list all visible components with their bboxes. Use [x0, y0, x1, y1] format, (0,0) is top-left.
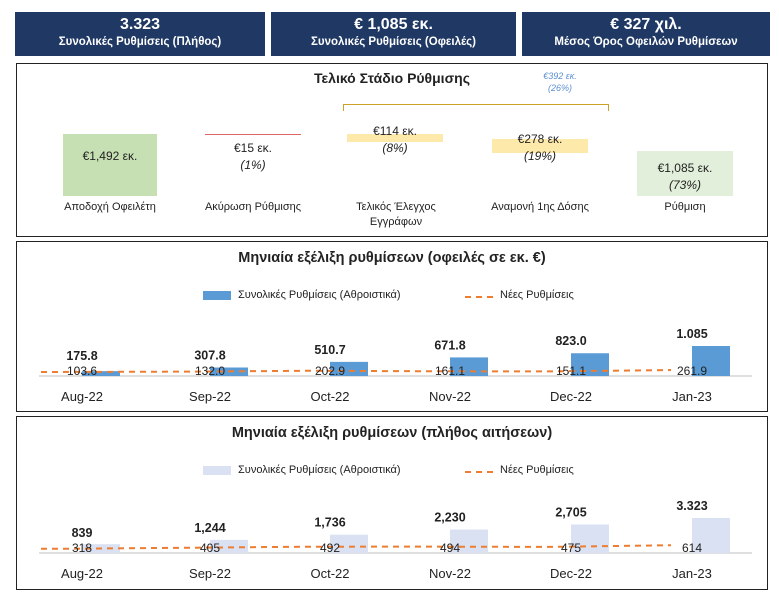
kpi-value: € 1,085 εκ. — [354, 16, 433, 33]
line-data-label: 614 — [682, 541, 702, 555]
bar — [330, 534, 368, 553]
kpi-label: Συνολικές Ρυθμίσεις (Οφειλές) — [311, 36, 476, 48]
bar-data-label: 3.323 — [676, 499, 707, 513]
stage-panel: Τελικό Στάδιο Ρύθμισης €392 εκ. (26%) €1… — [16, 63, 768, 237]
chart-svg: 103.6 132.0 202.9 161.1 151.1 261.9 175.8 307.8… — [39, 327, 752, 404]
stage-category: Τελικός Έλεγχος Εγγράφων — [356, 201, 436, 228]
kpi-value: 3.323 — [119, 16, 161, 33]
stage-category: Ακύρωση Ρύθμισης — [204, 201, 302, 213]
legend-line-label: Νέες Ρυθμίσεις — [500, 464, 574, 476]
x-tick-label: Aug-22 — [61, 566, 103, 581]
stage-amount: €278 εκ. — [517, 132, 563, 146]
stage-amount: €114 εκ. — [373, 124, 417, 138]
line-data-label: 161.1 — [435, 364, 465, 378]
kpi-avg-debt: € 327 χιλ. Μέσος Όρος Οφειλών Ρυθμίσεων — [522, 12, 770, 56]
legend-line-swatch — [465, 296, 493, 298]
bar-data-label: 823.0 — [555, 334, 586, 348]
line-data-label: 151.1 — [556, 364, 586, 378]
line-data-label: 202.9 — [315, 364, 345, 378]
line-data-label: 132.0 — [195, 364, 225, 378]
bar-data-label: 2,705 — [555, 506, 586, 520]
stage-title: Τελικό Στάδιο Ρύθμισης — [314, 70, 470, 86]
legend-line-label: Νέες Ρυθμίσεις — [500, 289, 574, 301]
bar — [82, 371, 120, 376]
bar-data-label: 175.8 — [66, 349, 97, 363]
x-tick-label: Nov-22 — [429, 389, 471, 404]
x-tick-label: Nov-22 — [429, 566, 471, 581]
bar-data-label: 1,736 — [314, 516, 345, 530]
line-data-label: 494 — [440, 541, 460, 555]
x-tick-label: Oct-22 — [310, 566, 349, 581]
kpi-value: € 327 χιλ. — [610, 16, 682, 33]
line-data-label: 475 — [561, 541, 581, 555]
x-tick-label: Sep-22 — [189, 389, 231, 404]
stage-value: €1,085 εκ. (73%) — [625, 160, 745, 194]
stage-category: Ρύθμιση — [664, 201, 706, 213]
bracket-value: €392 εκ. — [543, 71, 577, 81]
series-line — [41, 369, 672, 373]
chart-svg: 318 405 492 494 475 614 839 1,244 1,736 2,230 2,70… — [39, 499, 752, 581]
legend-bar-label: Συνολικές Ρυθμίσεις (Αθροιστικά) — [238, 289, 401, 301]
bar-data-label: 1.085 — [676, 327, 707, 341]
bar-data-label: 307.8 — [194, 348, 225, 362]
stage-pct: (8%) — [382, 141, 408, 155]
stage-category: Αποδοχή Οφειλέτη — [64, 201, 156, 213]
chart-title: Μηνιαία εξέλιξη ρυθμίσεων (πλήθος αιτήσε… — [231, 425, 553, 441]
x-tick-label: Oct-22 — [310, 389, 349, 404]
stage-value: €114 εκ. (8%) — [335, 123, 455, 157]
x-tick-label: Dec-22 — [550, 389, 592, 404]
bar-data-label: 1,244 — [194, 521, 225, 535]
line-data-label: 318 — [72, 541, 92, 555]
stage-amount: €1,085 εκ. — [657, 161, 713, 175]
x-tick-label: Jan-23 — [672, 566, 712, 581]
bar — [571, 524, 609, 553]
kpi-total-count: 3.323 Συνολικές Ρυθμίσεις (Πλήθος) — [15, 12, 265, 56]
chart-panel-count: Μηνιαία εξέλιξη ρυθμίσεων (πλήθος αιτήσε… — [16, 416, 768, 590]
stage-category: Αναμονή 1ης Δόσης — [491, 201, 589, 213]
chart-title: Μηνιαία εξέλιξη ρυθμίσεων (οφειλές σε εκ… — [238, 250, 546, 266]
line-data-label: 261.9 — [677, 364, 707, 378]
kpi-label: Συνολικές Ρυθμίσεις (Πλήθος) — [58, 36, 222, 48]
bar-data-label: 510.7 — [314, 343, 345, 357]
bracket-pct: (26%) — [547, 83, 572, 93]
bar — [692, 346, 730, 376]
stage-bar-settlement — [637, 151, 733, 196]
bar-data-label: 2,230 — [434, 511, 465, 525]
stage-amount: €1,492 εκ. — [82, 149, 138, 163]
stage-value: €15 εκ. (1%) — [193, 140, 313, 174]
bar — [692, 518, 730, 553]
x-tick-label: Sep-22 — [189, 566, 231, 581]
stage-pct: (19%) — [523, 149, 556, 163]
series-line — [41, 544, 672, 550]
stage-pct: (73%) — [668, 178, 701, 192]
stage-pct: (1%) — [240, 158, 266, 172]
legend-bar-label: Συνολικές Ρυθμίσεις (Αθροιστικά) — [238, 464, 401, 476]
x-tick-label: Jan-23 — [672, 389, 712, 404]
stage-amount: €15 εκ. — [233, 141, 273, 155]
line-data-label: 492 — [320, 541, 340, 555]
bar — [330, 361, 368, 376]
stage-bracket — [343, 104, 609, 111]
stage-bar-acceptance — [63, 134, 157, 196]
legend-bar-swatch — [203, 291, 231, 300]
kpi-total-debt: € 1,085 εκ. Συνολικές Ρυθμίσεις (Οφειλές… — [271, 12, 516, 56]
legend-line-swatch — [465, 471, 493, 473]
stage-bar-first-installment — [492, 139, 588, 153]
x-tick-label: Dec-22 — [550, 566, 592, 581]
stage-bar-doc-check — [347, 134, 443, 142]
x-tick-label: Aug-22 — [61, 389, 103, 404]
bar-data-label: 839 — [72, 526, 93, 540]
kpi-label: Μέσος Όρος Οφειλών Ρυθμίσεων — [554, 36, 738, 48]
legend-bar-swatch — [203, 466, 231, 475]
line-data-label: 103.6 — [67, 364, 97, 378]
line-data-label: 405 — [200, 541, 220, 555]
bar-data-label: 671.8 — [434, 338, 465, 352]
stage-value: €1,492 εκ. — [50, 148, 170, 165]
stage-value: €278 εκ. (19%) — [480, 131, 600, 165]
stage-bar-cancel — [205, 134, 301, 135]
chart-panel-amount: Μηνιαία εξέλιξη ρυθμίσεων (οφειλές σε εκ… — [16, 241, 768, 412]
